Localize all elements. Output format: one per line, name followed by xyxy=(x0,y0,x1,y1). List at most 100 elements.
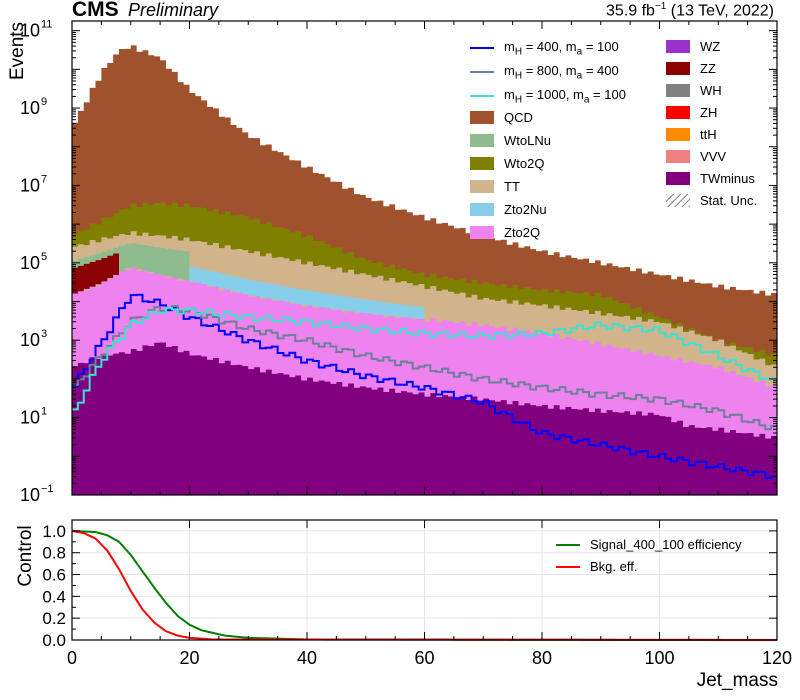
legend-swatch xyxy=(470,157,494,170)
legend-label: Signal_400_100 efficiency xyxy=(590,537,742,552)
legend-swatch xyxy=(666,62,690,75)
legend-swatch xyxy=(666,106,690,119)
x-tick-label: 60 xyxy=(414,648,434,668)
y-tick-label: 10 xyxy=(20,98,40,118)
legend-line-swatch xyxy=(470,71,494,74)
legend-label: QCD xyxy=(504,110,533,125)
legend-label: Zto2Q xyxy=(504,225,541,240)
legend-swatch xyxy=(666,40,690,53)
legend-swatch xyxy=(470,226,494,239)
legend-label: ZH xyxy=(700,105,718,120)
x-tick-label: 0 xyxy=(67,648,77,668)
legend-item-zto2q: Zto2Q xyxy=(470,225,540,240)
legend-label: Stat. Unc. xyxy=(700,193,758,208)
legend-item-twminus: TWminus xyxy=(666,171,755,186)
legend-label: WH xyxy=(700,83,722,98)
legend-swatch xyxy=(666,128,690,141)
ratio-y-axis-label: Control xyxy=(15,525,36,587)
y-tick-exponent: 3 xyxy=(41,328,47,340)
ratio-y-tick-label: 0.4 xyxy=(42,587,66,606)
legend-label: Bkg. eff. xyxy=(590,559,638,574)
y-tick-exponent: 7 xyxy=(41,173,47,185)
legend-item-signal-400: mH = 400, ma = 100 xyxy=(470,39,619,58)
y-tick-exponent: 5 xyxy=(41,251,47,263)
y-tick-label: 10 xyxy=(20,175,40,195)
ratio-y-tick-label: 0.2 xyxy=(42,609,66,628)
legend-label: mH = 400, ma = 100 xyxy=(504,39,619,58)
legend-item-bkg-efficiency: Bkg. eff. xyxy=(556,559,637,574)
x-tick-label: 40 xyxy=(297,648,317,668)
lumi-exponent: −1 xyxy=(654,1,667,12)
legend-label: ttH xyxy=(700,127,717,142)
x-tick-label: 100 xyxy=(644,648,674,668)
main-y-axis-label: Events xyxy=(7,21,28,81)
ratio-y-tick-label: 0.0 xyxy=(42,631,66,650)
y-tick-exponent: 11 xyxy=(41,19,52,31)
legend-item-stat-unc: Stat. Unc. xyxy=(666,193,757,208)
luminosity-label: 35.9 fb−1 (13 TeV, 2022) xyxy=(606,1,774,20)
legend-item-wh: WH xyxy=(666,83,722,98)
legend-item-wz: WZ xyxy=(666,39,720,54)
legend-swatch xyxy=(666,84,690,97)
y-tick-label: 10 xyxy=(20,408,40,428)
experiment-label: CMS xyxy=(72,0,119,21)
legend-swatch xyxy=(666,172,690,185)
y-tick-exponent: 9 xyxy=(41,96,47,108)
x-tick-label: 80 xyxy=(532,648,552,668)
y-tick-label: 10 xyxy=(20,330,40,350)
legend-swatch xyxy=(470,180,494,193)
y-tick-label: 10 xyxy=(20,21,40,41)
legend-label: mH = 800, ma = 400 xyxy=(504,63,619,82)
x-axis-label: Jet_mass xyxy=(696,670,778,691)
x-tick-label: 20 xyxy=(179,648,199,668)
legend-item-tth: ttH xyxy=(666,127,717,142)
legend-swatch xyxy=(470,203,494,216)
legend-label: Wto2Q xyxy=(504,156,545,171)
legend-label: ZZ xyxy=(700,61,716,76)
legend-line-swatch xyxy=(470,95,494,98)
legend-item-signal-800: mH = 800, ma = 400 xyxy=(470,63,619,82)
y-tick-label: 10 xyxy=(20,485,40,505)
legend-item-signal-efficiency: Signal_400_100 efficiency xyxy=(556,537,742,552)
lumi-energy: (13 TeV, 2022) xyxy=(666,2,774,20)
legend-line-swatch xyxy=(470,47,494,50)
legend-item-wtolnu: WtoLNu xyxy=(470,133,551,148)
ratio-y-tick-label: 1.0 xyxy=(42,522,66,541)
ratio-panel-axes: 0.0 0.2 0.4 0.6 0.8 1.0 0 20 40 60 80 100 120 xyxy=(42,519,792,668)
y-tick-label: 10 xyxy=(20,253,40,273)
legend-item-qcd: QCD xyxy=(470,110,533,125)
hatch-swatch xyxy=(666,194,690,207)
legend-swatch xyxy=(470,134,494,147)
legend-item-tt: TT xyxy=(470,179,520,194)
legend-item-wto2q: Wto2Q xyxy=(470,156,544,171)
legend-label: WtoLNu xyxy=(504,133,551,148)
lumi-value: 35.9 fb xyxy=(606,2,655,20)
main-stack-histogram xyxy=(72,45,777,496)
ratio-y-tick-label: 0.8 xyxy=(42,544,66,563)
legend-swatch xyxy=(666,150,690,163)
y-tick-exponent: 1 xyxy=(41,406,47,418)
signal-line-s400 xyxy=(72,293,777,480)
ratio-y-tick-label: 0.6 xyxy=(42,566,66,585)
legend-label: WZ xyxy=(700,39,721,54)
legend-label: VVV xyxy=(700,149,727,164)
legend-item-vvv: VVV xyxy=(666,149,726,164)
status-label: Preliminary xyxy=(128,0,219,20)
signal-histograms xyxy=(72,293,777,480)
stack-band-zz xyxy=(72,253,119,294)
legend-label: TWminus xyxy=(700,171,755,186)
legend-item-zh: ZH xyxy=(666,105,717,120)
stack-band-twminus xyxy=(72,342,777,495)
legend-item-zz: ZZ xyxy=(666,61,716,76)
legend-line-swatch xyxy=(556,565,580,568)
legend-label: TT xyxy=(504,179,520,194)
legend-item-signal-1000: mH = 1000, ma = 100 xyxy=(470,87,626,106)
signal-line-s1000 xyxy=(72,306,777,411)
legend-item-zto2nu: Zto2Nu xyxy=(470,202,547,217)
legend-label: Zto2Nu xyxy=(504,202,547,217)
legend-label: mH = 1000, ma = 100 xyxy=(504,87,626,106)
legend-swatch xyxy=(470,111,494,124)
x-tick-label: 120 xyxy=(762,648,792,668)
